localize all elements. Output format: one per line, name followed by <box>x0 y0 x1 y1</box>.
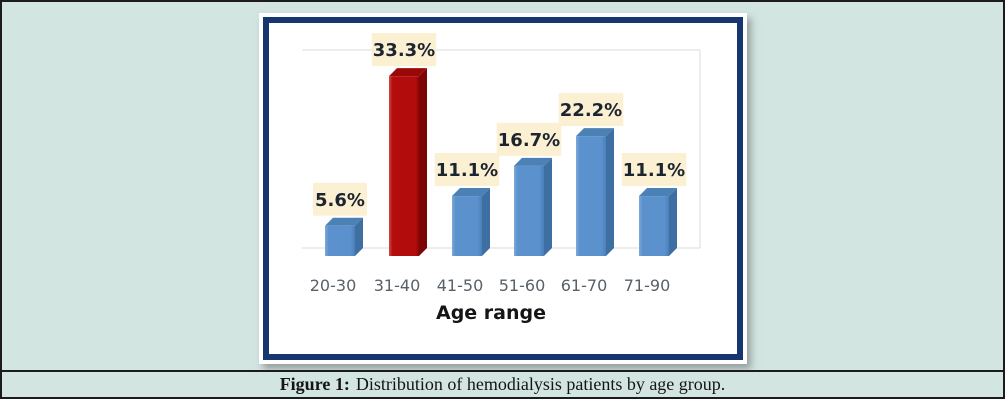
bar-top-face <box>325 217 363 226</box>
x-tick-label: 31-40 <box>374 276 421 295</box>
bar <box>514 165 544 256</box>
bar-side-face <box>606 128 614 256</box>
x-tick-label: 20-30 <box>310 276 357 295</box>
data-label-box <box>621 153 687 187</box>
bar <box>576 136 606 256</box>
x-tick-label: 41-50 <box>437 276 484 295</box>
bar-chart-svg: 5.6% 20-30 33.3% 31-40 11.1% 41-50 16.7% 51-60 2… <box>302 33 701 324</box>
bar-top-face <box>452 188 490 197</box>
figure-card: 5.6% 20-30 33.3% 31-40 11.1% 41-50 16.7% 51-60 2… <box>259 13 747 364</box>
data-label: 33.3% <box>373 40 435 61</box>
x-tick-label: 71-90 <box>624 276 671 295</box>
data-label: 11.1% <box>436 160 498 181</box>
data-label-box <box>558 93 624 127</box>
x-tick-label: 61-70 <box>561 276 608 295</box>
data-label-box <box>434 153 500 187</box>
bar <box>325 225 355 256</box>
bar-top-face <box>576 128 614 137</box>
data-label: 5.6% <box>315 190 365 211</box>
x-axis-title: Age range <box>436 302 546 324</box>
bar-top-face <box>389 68 427 77</box>
bar <box>389 76 419 257</box>
figure-caption: Figure 1: Distribution of hemodialysis p… <box>2 370 1003 397</box>
figure-caption-label: Figure 1: <box>279 374 350 394</box>
bar-side-face <box>544 157 552 256</box>
bar <box>452 196 482 256</box>
data-label: 11.1% <box>623 160 685 181</box>
bar <box>639 196 669 256</box>
bar-top-face <box>514 157 552 166</box>
chart-area: 5.6% 20-30 33.3% 31-40 11.1% 41-50 16.7% 51-60 2… <box>2 2 1003 369</box>
data-label-box <box>496 122 562 156</box>
data-label: 22.2% <box>560 100 622 121</box>
bar-side-face <box>419 68 427 257</box>
bar-side-face <box>482 188 490 256</box>
figure-caption-text: Distribution of hemodialysis patients by… <box>355 374 726 394</box>
bar-side-face <box>355 217 363 256</box>
data-label: 16.7% <box>498 130 560 151</box>
bar-top-face <box>639 188 677 197</box>
data-label-box <box>371 33 437 67</box>
data-label-box <box>313 182 367 216</box>
x-tick-label: 51-60 <box>499 276 546 295</box>
bar-side-face <box>669 188 677 256</box>
